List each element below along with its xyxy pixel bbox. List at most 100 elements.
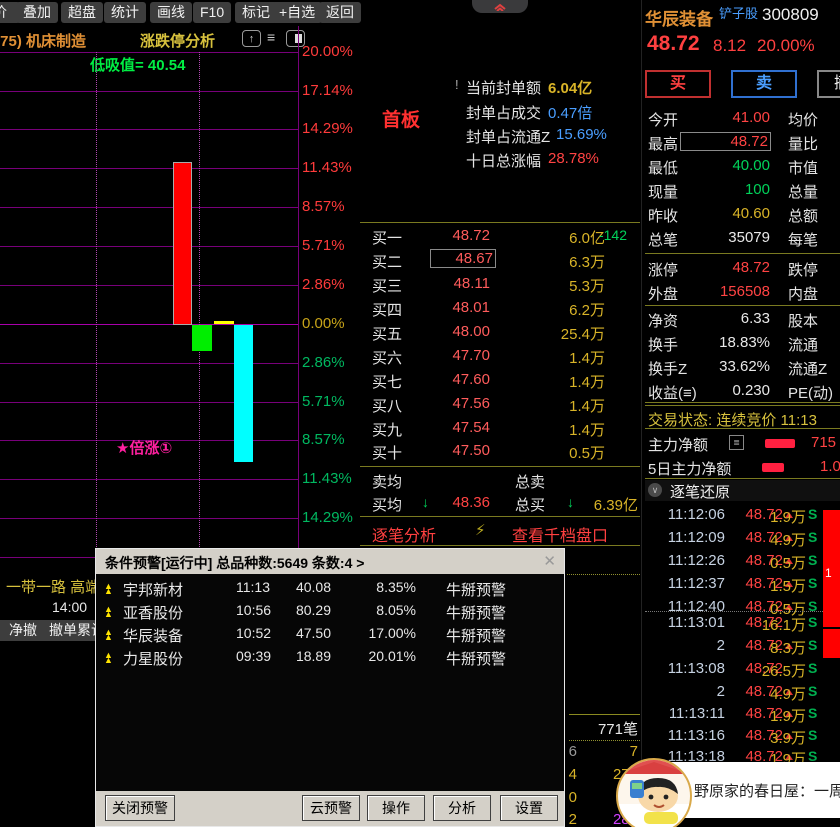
tenday-gain-label: 十日总涨幅 bbox=[466, 153, 542, 170]
orderbook-row-buy4[interactable]: 买四 48.01 6.2万 bbox=[360, 299, 640, 321]
orderbook-row-buy8[interactable]: 买八 47.56 1.4万 bbox=[360, 395, 640, 417]
alert-row[interactable]: ▲ ▲ 亚香股份 10:56 80.29 8.05% 牛掰预警 bbox=[96, 602, 564, 624]
stat-label: 总量 bbox=[788, 184, 819, 201]
alert-time: 10:52 bbox=[236, 625, 272, 641]
toolbar-item-mark[interactable]: 标记 bbox=[235, 2, 277, 23]
separator bbox=[360, 466, 640, 467]
seal-turnover-value: 0.47倍 bbox=[548, 105, 593, 122]
tick-row[interactable]: 11:12:06 48.72 1.9万 S bbox=[645, 506, 840, 526]
tick-side: S bbox=[808, 748, 818, 764]
close-icon[interactable]: ✕ bbox=[543, 553, 556, 570]
tick-row[interactable]: 2 48.72 4.9万 S bbox=[645, 683, 840, 703]
thousand-depth-link[interactable]: 查看千档盘口 bbox=[512, 528, 609, 545]
tab-net-cancel[interactable]: 净撤 bbox=[0, 620, 44, 641]
frag-cell: 0 bbox=[568, 789, 577, 806]
cloud-alert-button[interactable]: 云预警 bbox=[302, 795, 360, 821]
stat-label: 现量 bbox=[648, 184, 679, 201]
tick-volume: 4.9万 bbox=[770, 532, 806, 549]
analyze-button[interactable]: 分析 bbox=[433, 795, 491, 821]
close-alert-button[interactable]: 关闭预警 bbox=[105, 795, 175, 821]
candle-yellow-doji bbox=[214, 321, 234, 324]
list-icon[interactable]: ≣ bbox=[729, 435, 744, 450]
tick-row[interactable]: 11:12:26 48.72 0.5万 S bbox=[645, 552, 840, 572]
alert-time: 09:39 bbox=[236, 648, 272, 664]
stat-label: 股本 bbox=[788, 313, 819, 330]
tick-row[interactable]: 11:13:11 48.72 1.9万 S bbox=[645, 705, 840, 725]
stock-tag[interactable]: 铲子股 bbox=[719, 6, 759, 21]
toolbar-item-back[interactable]: 返回 bbox=[319, 2, 361, 23]
tick-side: S bbox=[808, 614, 818, 630]
gridline bbox=[0, 285, 298, 286]
up-tick-icon bbox=[785, 711, 793, 717]
stat-label: 总额 bbox=[788, 208, 819, 225]
tick-row[interactable]: 2 48.72 8.3万 S bbox=[645, 637, 840, 657]
buy-button[interactable]: 买 bbox=[645, 70, 711, 98]
alert-dialog-titlebar[interactable]: 条件预警[运行中] 总品种数:5649 条数:4 > ✕ bbox=[96, 549, 564, 574]
tick-row[interactable]: 11:13:01 48.72 16.1万 S bbox=[645, 614, 840, 634]
alert-row[interactable]: ▲ ▲ 宇邦新材 11:13 40.08 8.35% 牛掰预警 bbox=[96, 579, 564, 601]
double-up-arrow-icon: ▲ ▲ bbox=[104, 604, 113, 619]
up-tick-icon bbox=[785, 558, 793, 564]
up-tick-icon bbox=[785, 643, 793, 649]
notification-avatar[interactable] bbox=[616, 758, 692, 827]
toolbar-item-stats[interactable]: 统计 bbox=[104, 2, 146, 23]
tick-row[interactable]: 11:13:08 48.72 26.5万 S bbox=[645, 660, 840, 680]
toolbar-item-overlay[interactable]: 叠加 bbox=[16, 2, 58, 23]
orderbook-row-buy9[interactable]: 买九 47.54 1.4万 bbox=[360, 419, 640, 441]
upload-icon[interactable]: ↑ bbox=[242, 30, 261, 47]
tick-row[interactable]: 11:12:40 48.72 0.5万 S bbox=[645, 598, 840, 618]
price-change-pct: 20.00% bbox=[757, 36, 815, 55]
sell-avg-label: 卖均 bbox=[372, 474, 403, 491]
toolbar-item-partial[interactable]: 价 bbox=[0, 2, 20, 23]
alert-row[interactable]: ▲ ▲ 力星股份 09:39 18.89 20.01% 牛掰预警 bbox=[96, 648, 564, 670]
tick-side: S bbox=[808, 529, 818, 545]
menu-icon[interactable]: ≡ bbox=[267, 29, 276, 45]
tick-side: S bbox=[808, 506, 818, 522]
ob-volume: 6.0亿 bbox=[569, 230, 605, 247]
gridline bbox=[0, 402, 298, 403]
toolbar-item-draw[interactable]: 画线 bbox=[150, 2, 192, 23]
separator bbox=[645, 478, 840, 479]
chevron-down-circle-icon[interactable]: ∨ bbox=[648, 483, 662, 497]
operate-button[interactable]: 操作 bbox=[367, 795, 425, 821]
orderbook-row-buy2[interactable]: 买二 48.67 6.3万 bbox=[360, 249, 640, 273]
orderbook-row-buy7[interactable]: 买七 47.60 1.4万 bbox=[360, 371, 640, 393]
settings-button[interactable]: 设置 bbox=[500, 795, 558, 821]
orderbook-row-buy5[interactable]: 买五 48.00 25.4万 bbox=[360, 323, 640, 345]
tick-analysis-link[interactable]: 逐笔分析 bbox=[372, 528, 437, 545]
axis-label: 5.71% bbox=[302, 393, 345, 410]
collapse-tab[interactable] bbox=[472, 0, 528, 13]
orderbook-row-buy1[interactable]: 买一 48.72 6.0亿 -142 bbox=[360, 227, 640, 249]
orderbook-row-buy10[interactable]: 买十 47.50 0.5万 bbox=[360, 442, 640, 464]
toolbar-item-add-watch[interactable]: +自选 bbox=[272, 2, 323, 23]
alert-row[interactable]: ▲ ▲ 华辰装备 10:52 47.50 17.00% 牛掰预警 bbox=[96, 625, 564, 647]
concept-ticker: 一带一路 高端 bbox=[6, 579, 101, 596]
axis-label: 2.86% bbox=[302, 354, 345, 371]
total-sell-label: 总卖 bbox=[515, 474, 546, 491]
frag-cell: 4 bbox=[568, 766, 577, 783]
tick-side: S bbox=[808, 598, 818, 614]
ob-price: 47.50 bbox=[452, 442, 490, 459]
gridline bbox=[0, 91, 298, 92]
orderbook-row-buy3[interactable]: 买三 48.11 5.3万 bbox=[360, 275, 640, 297]
tick-row[interactable]: 11:13:16 48.72 3.9万 S bbox=[645, 727, 840, 747]
dotted-separator bbox=[567, 574, 640, 575]
stat-label: 外盘 bbox=[648, 286, 679, 303]
ob-price: 47.56 bbox=[452, 395, 490, 412]
sell-button[interactable]: 卖 bbox=[731, 70, 797, 98]
tick-list-header[interactable]: ∨ 逐笔还原 bbox=[645, 480, 840, 501]
stat-label: 涨停 bbox=[648, 262, 679, 279]
tick-row[interactable]: 11:12:09 48.72 4.9万 S bbox=[645, 529, 840, 549]
gridline bbox=[0, 363, 298, 364]
tick-row[interactable]: 11:13:18 48.72 1.9万 S bbox=[645, 748, 840, 768]
toolbar-item-f10[interactable]: F10 bbox=[193, 2, 232, 23]
orderbook-row-buy6[interactable]: 买六 47.70 1.4万 bbox=[360, 347, 640, 369]
ob-label: 买六 bbox=[372, 350, 403, 367]
cancel-button[interactable]: 撤 bbox=[817, 70, 840, 98]
down-arrow-icon: ↓ bbox=[567, 494, 574, 510]
toolbar-item-market[interactable]: 超盘 bbox=[61, 2, 103, 23]
alert-stock-name: 亚香股份 bbox=[123, 605, 184, 622]
tick-row[interactable]: 11:12:37 48.72 1.5万 S bbox=[645, 575, 840, 595]
tab-cancel-cumulative[interactable]: 撤单累计 bbox=[42, 620, 112, 641]
cartoon-avatar-icon bbox=[618, 760, 690, 827]
